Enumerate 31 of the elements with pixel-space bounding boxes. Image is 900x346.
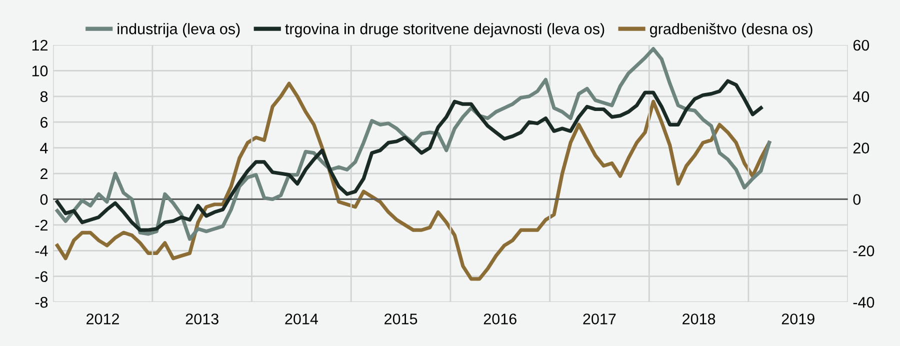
- y2-tick-label: 60: [853, 40, 870, 51]
- y-tick-label: 0: [40, 194, 48, 205]
- y-tick-label: 12: [32, 40, 48, 51]
- y-tick-label: -2: [35, 220, 48, 230]
- y-tick-label: 4: [40, 142, 48, 154]
- line-series: [55, 82, 772, 281]
- x-tick-label: 2017: [583, 314, 616, 324]
- y-tick-label: -8: [35, 296, 48, 308]
- y-tick-label: -6: [35, 271, 48, 282]
- x-tick-label: 2014: [285, 314, 318, 324]
- line-series: [55, 47, 772, 241]
- y2-tick-label: 20: [853, 142, 870, 154]
- line-series: [55, 79, 763, 232]
- x-tick-label: 2013: [186, 314, 218, 324]
- y2-tick-label: 0: [853, 194, 861, 205]
- y-tick-label: 10: [32, 66, 48, 76]
- y-tick-label: 6: [40, 116, 48, 128]
- legend-label: trgovina in druge storitvene dejavnosti (leva os): [285, 23, 604, 38]
- x-tick-label: 2015: [384, 314, 418, 324]
- x-tick-label: 2016: [484, 314, 516, 324]
- y2-tick-label: -20: [853, 246, 874, 256]
- legend-label: gradbeništvo (desna os): [650, 23, 812, 38]
- x-tick-label: 2019: [782, 314, 814, 324]
- x-tick-label: 2018: [682, 314, 716, 324]
- y-tick-label: 2: [40, 168, 48, 180]
- legend-label: industrija (leva os): [118, 23, 240, 38]
- y-tick-label: -4: [35, 246, 48, 256]
- y2-tick-label: 40: [853, 91, 870, 102]
- y-tick-label: 8: [40, 91, 48, 102]
- x-tick-label: 2012: [86, 314, 119, 324]
- y2-tick-label: -40: [853, 296, 874, 308]
